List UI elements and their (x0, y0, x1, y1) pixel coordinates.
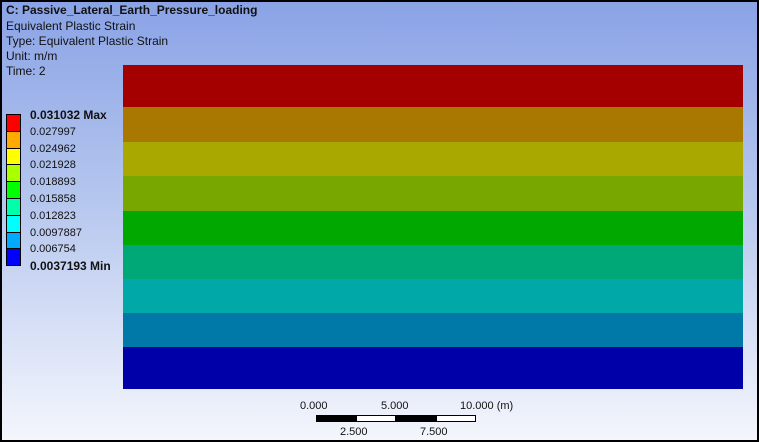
legend-swatch (6, 198, 21, 216)
legend-swatch (6, 248, 21, 267)
result-unit: Unit: m/m (6, 49, 58, 63)
legend-label: 0.0097887 (30, 226, 82, 239)
contour-band (123, 279, 743, 313)
legend-swatch (6, 130, 21, 149)
legend-label: 0.012823 (30, 209, 76, 222)
legend-swatch (6, 114, 21, 132)
contour-band (123, 176, 743, 211)
contour-plot[interactable] (123, 65, 743, 389)
contour-band (123, 313, 743, 347)
scale-segment (356, 415, 396, 422)
legend-label: 0.027997 (30, 125, 76, 138)
legend-swatch (6, 164, 21, 183)
contour-band (123, 211, 743, 245)
analysis-title: C: Passive_Lateral_Earth_Pressure_loadin… (6, 3, 258, 17)
contour-band (123, 347, 743, 389)
legend-swatch (6, 231, 21, 250)
legend-label: 0.015858 (30, 193, 76, 205)
result-name: Equivalent Plastic Strain (6, 19, 136, 33)
legend-swatch (6, 214, 21, 233)
legend-label: 0.018893 (30, 176, 76, 189)
scale-label: 10.000 (m) (460, 400, 514, 412)
legend-label: 0.0037193 Min (30, 259, 111, 274)
legend-label: 0.006754 (30, 243, 76, 256)
result-time: Time: 2 (6, 64, 46, 78)
scale-label: 7.500 (420, 426, 448, 438)
legend-swatch (6, 147, 21, 166)
legend-label: 0.021928 (30, 159, 76, 172)
scale-label: 5.000 (381, 400, 409, 412)
legend-label: 0.024962 (30, 142, 76, 155)
scale-bar: 0.000 5.000 10.000 (m) 2.500 7.500 (292, 398, 532, 440)
contour-band (123, 107, 743, 142)
result-type: Type: Equivalent Plastic Strain (6, 34, 169, 48)
contour-band (123, 65, 743, 107)
scale-segment (436, 415, 476, 422)
scale-segment (316, 415, 356, 422)
scale-segment (396, 415, 436, 422)
scale-label: 2.500 (340, 426, 368, 438)
legend-swatch (6, 181, 21, 199)
contour-band (123, 142, 743, 176)
scale-label: 0.000 (300, 400, 328, 412)
legend-label: 0.031032 Max (30, 108, 107, 122)
contour-band (123, 245, 743, 279)
